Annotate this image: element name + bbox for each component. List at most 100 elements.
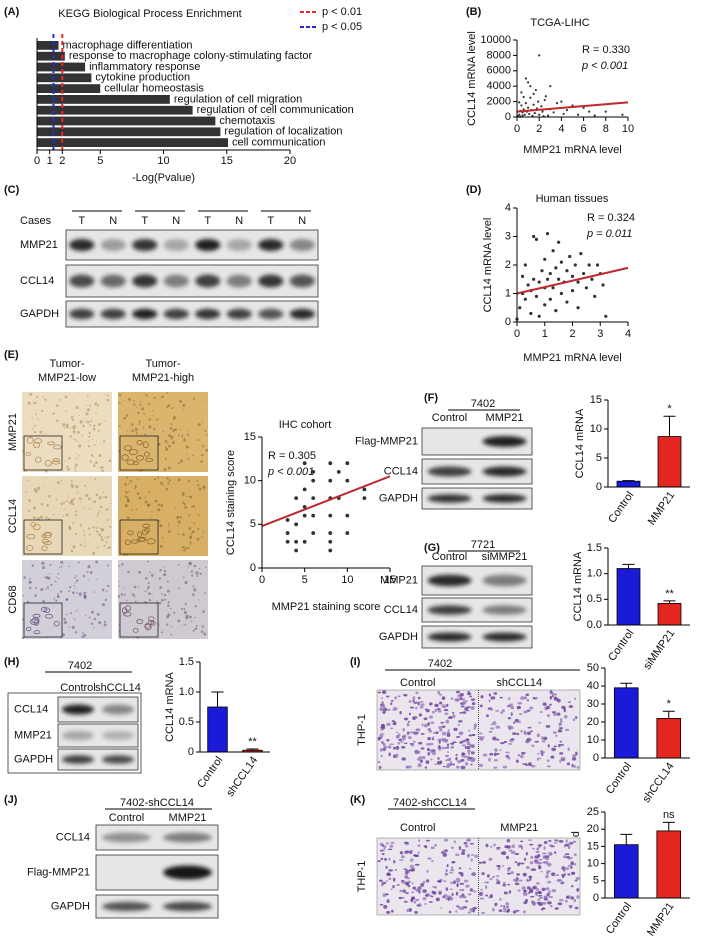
x-tick-label: 0 bbox=[514, 328, 520, 340]
cell bbox=[460, 758, 465, 762]
ihc-texture bbox=[141, 407, 145, 411]
ihc-texture bbox=[131, 429, 134, 433]
ihc-texture bbox=[79, 420, 83, 424]
ihc-texture bbox=[50, 583, 53, 587]
cell bbox=[406, 731, 410, 735]
cell bbox=[470, 751, 475, 755]
ihc-texture bbox=[81, 434, 84, 437]
ihc-texture bbox=[146, 588, 149, 591]
ihc-texture bbox=[165, 623, 169, 626]
cell bbox=[383, 847, 386, 851]
ihc-texture bbox=[34, 489, 38, 493]
ihc-texture bbox=[74, 610, 76, 612]
ihc-texture bbox=[45, 576, 49, 580]
cell bbox=[505, 902, 510, 906]
lane-label: Control bbox=[432, 551, 467, 563]
cell bbox=[559, 740, 563, 743]
cell bbox=[440, 721, 445, 724]
ihc-texture bbox=[81, 635, 85, 639]
ihc-texture bbox=[76, 609, 79, 611]
cell bbox=[390, 841, 395, 844]
cell bbox=[424, 845, 428, 849]
ihc-texture bbox=[105, 541, 108, 544]
cell bbox=[573, 853, 577, 856]
point bbox=[545, 277, 550, 281]
cell bbox=[545, 705, 551, 710]
cell bbox=[402, 728, 406, 732]
point bbox=[548, 297, 552, 301]
y-tick-label: 5 bbox=[250, 518, 256, 530]
ihc-texture bbox=[96, 514, 99, 517]
ihc-texture bbox=[179, 428, 181, 430]
ihc-texture bbox=[204, 592, 206, 595]
ihc-texture bbox=[31, 564, 34, 567]
cell bbox=[420, 747, 425, 750]
cell bbox=[416, 904, 420, 907]
cell bbox=[559, 759, 562, 763]
cell bbox=[414, 854, 420, 858]
ihc-texture bbox=[83, 545, 86, 548]
cell bbox=[431, 751, 437, 755]
ihc-texture bbox=[135, 432, 138, 435]
ihc-texture bbox=[188, 547, 190, 550]
ihc-texture bbox=[72, 591, 75, 595]
ihc-texture bbox=[193, 522, 196, 525]
cell bbox=[551, 694, 554, 698]
ihc-texture bbox=[188, 527, 192, 530]
cell bbox=[396, 884, 401, 887]
ihc-texture bbox=[104, 536, 106, 539]
ihc-texture bbox=[177, 434, 180, 437]
ihc-cell bbox=[45, 613, 54, 619]
column-label: MMP21-low bbox=[38, 372, 96, 384]
ihc-texture bbox=[135, 600, 137, 603]
ihc-texture bbox=[166, 488, 169, 491]
panel-label: (C) bbox=[4, 184, 20, 196]
cell bbox=[409, 864, 415, 869]
cell bbox=[452, 763, 456, 766]
cell bbox=[386, 872, 391, 876]
cell bbox=[415, 691, 419, 695]
ihc-texture bbox=[72, 430, 76, 434]
chart-title: IHC cohort bbox=[279, 419, 332, 431]
ihc-texture bbox=[157, 442, 161, 446]
ihc-texture bbox=[150, 573, 154, 577]
point bbox=[336, 470, 341, 474]
ihc-texture bbox=[97, 512, 100, 514]
cell bbox=[549, 695, 553, 700]
ihc-cell bbox=[147, 620, 155, 625]
ihc-cell bbox=[30, 618, 39, 625]
cell bbox=[502, 851, 507, 856]
cell bbox=[474, 854, 478, 858]
error-bar bbox=[662, 710, 675, 719]
ihc-cell bbox=[44, 607, 51, 613]
ihc-texture bbox=[125, 414, 129, 417]
ihc-texture bbox=[177, 520, 181, 524]
cell bbox=[489, 877, 493, 881]
x-tick-label: 1 bbox=[47, 155, 53, 167]
ihc-cell bbox=[33, 441, 40, 449]
cell bbox=[510, 706, 515, 710]
ihc-texture bbox=[148, 599, 152, 602]
ihc-texture bbox=[65, 613, 68, 616]
cell bbox=[443, 880, 447, 883]
lane-label: MMP21 bbox=[500, 822, 538, 834]
blot-band bbox=[69, 308, 95, 320]
error-bar bbox=[620, 833, 633, 845]
point bbox=[531, 114, 534, 117]
ihc-texture bbox=[163, 468, 167, 472]
cell bbox=[385, 880, 388, 882]
ihc-texture bbox=[168, 525, 170, 527]
cell bbox=[520, 754, 524, 759]
x-tick-label: 5 bbox=[97, 155, 103, 167]
cell bbox=[495, 725, 501, 729]
cell bbox=[565, 855, 571, 859]
ihc-texture bbox=[180, 459, 183, 463]
cell bbox=[560, 756, 566, 760]
point bbox=[570, 274, 575, 278]
ihc-texture bbox=[40, 502, 44, 506]
ihc-texture bbox=[167, 466, 171, 470]
blot-band bbox=[289, 274, 315, 288]
ihc-cell bbox=[146, 538, 156, 545]
ihc-texture bbox=[145, 394, 148, 397]
cell bbox=[406, 722, 410, 727]
